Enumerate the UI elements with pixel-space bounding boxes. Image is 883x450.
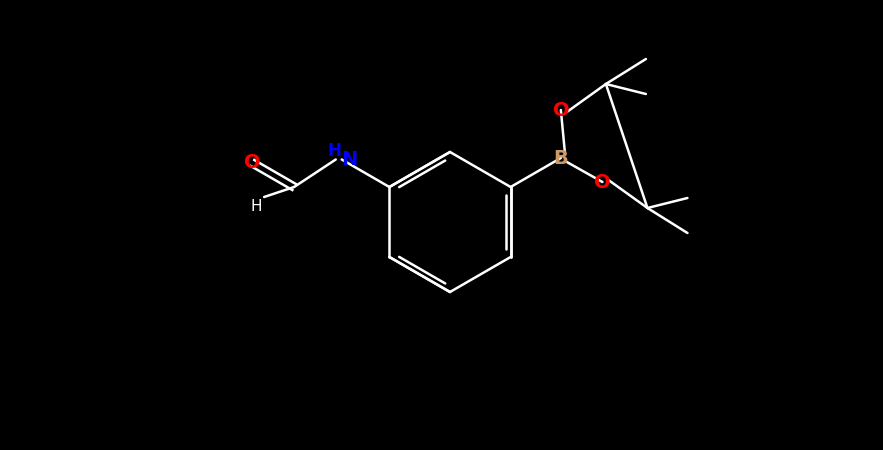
Text: B: B — [554, 148, 569, 167]
Text: N: N — [342, 150, 358, 169]
Text: O: O — [245, 153, 260, 172]
Text: O: O — [594, 172, 611, 192]
Text: H: H — [251, 199, 262, 214]
Text: O: O — [553, 100, 570, 120]
Text: H: H — [328, 141, 342, 159]
